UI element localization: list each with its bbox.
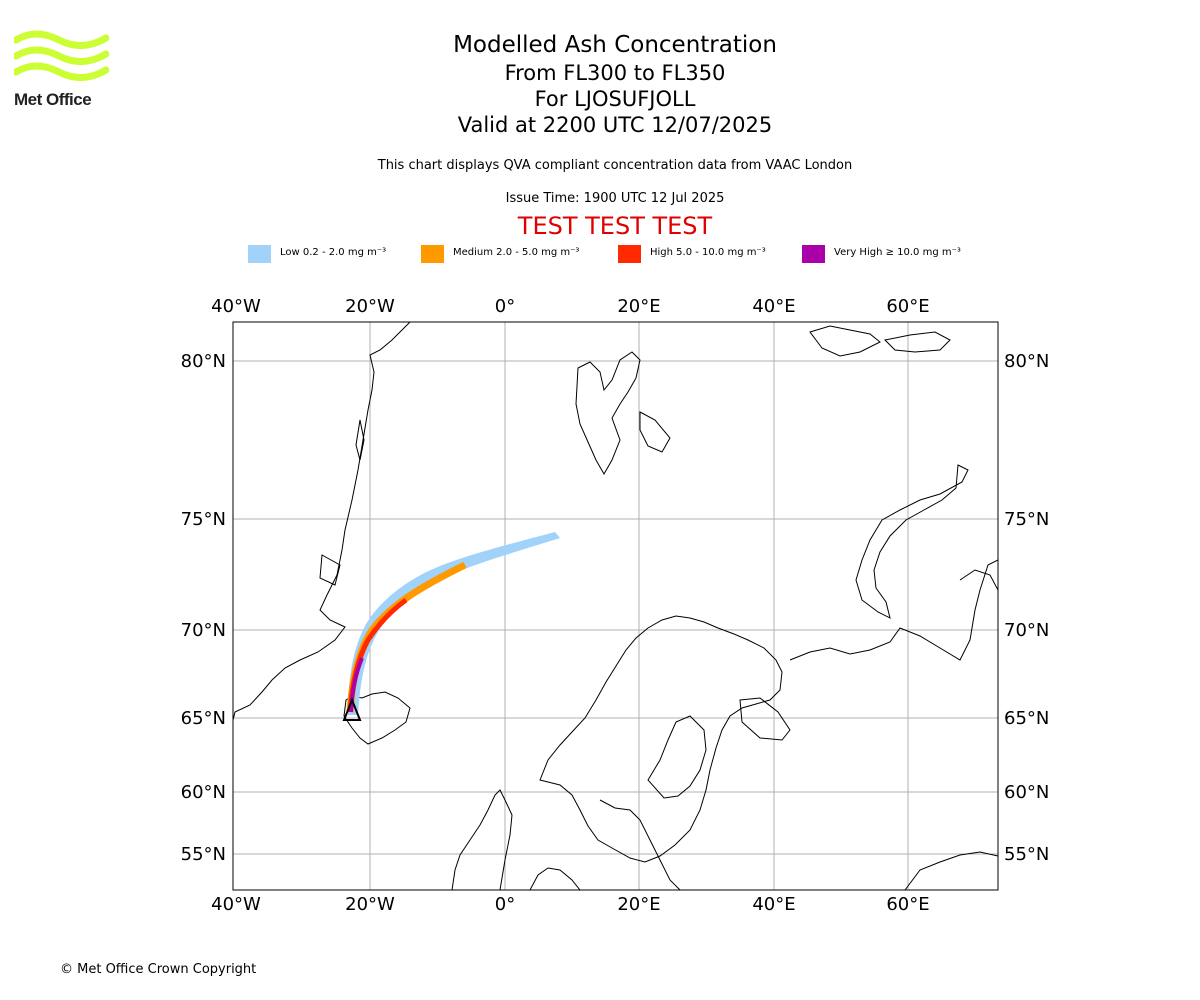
- copyright-text: © Met Office Crown Copyright: [60, 962, 257, 977]
- lon-labels-bottom: 40°W 20°W 0° 20°E 40°E 60°E: [211, 894, 929, 915]
- russia-south-coast: [904, 851, 998, 890]
- logo-text: Met Office: [14, 90, 92, 109]
- met-office-logo: Met Office: [12, 30, 110, 112]
- lat-labels-right: 80°N 75°N 70°N 65°N 60°N 55°N: [1004, 351, 1049, 865]
- lat-labels-left: 80°N 75°N 70°N 65°N 60°N 55°N: [181, 351, 226, 865]
- lon-label-20e-top: 20°E: [617, 296, 660, 317]
- greenland-inlet: [355, 419, 365, 461]
- lon-label-40w-top: 40°W: [211, 296, 261, 317]
- volcano-triangle-icon: [342, 697, 362, 721]
- lon-label-40e-bottom: 40°E: [752, 894, 795, 915]
- lat-label-75n-left: 75°N: [181, 509, 226, 530]
- lon-label-60e-top: 60°E: [886, 296, 929, 317]
- legend-swatch-medium: [421, 245, 444, 263]
- svalbard-coast: [575, 351, 641, 476]
- greenland-island: [319, 554, 341, 586]
- lat-label-80n-right: 80°N: [1004, 351, 1049, 372]
- lat-label-65n-right: 65°N: [1004, 708, 1049, 729]
- lon-label-20w-bottom: 20°W: [345, 894, 395, 915]
- page-title: Modelled Ash Concentration: [453, 32, 777, 58]
- white-sea: [739, 697, 791, 741]
- lon-label-40e-top: 40°E: [752, 296, 795, 317]
- map-frame: [232, 321, 999, 891]
- legend-swatch-very-high: [802, 245, 825, 263]
- legend-label-low: Low 0.2 - 2.0 mg m⁻³: [280, 247, 387, 258]
- iceland-coast: [343, 691, 411, 745]
- lat-label-55n-left: 55°N: [181, 844, 226, 865]
- lon-label-20e-bottom: 20°E: [617, 894, 660, 915]
- lat-label-60n-right: 60°N: [1004, 782, 1049, 803]
- svalbard-east: [639, 411, 671, 453]
- finland-outline: [647, 715, 707, 799]
- lat-label-60n-left: 60°N: [181, 782, 226, 803]
- plume-very-high: [349, 657, 364, 713]
- grid-lines: [233, 322, 998, 890]
- lon-label-20w-top: 20°W: [345, 296, 395, 317]
- legend-label-high: High 5.0 - 10.0 mg m⁻³: [650, 247, 766, 258]
- coastlines: [233, 322, 998, 890]
- lat-label-80n-left: 80°N: [181, 351, 226, 372]
- met-office-waves-icon: [12, 30, 110, 81]
- lat-label-75n-right: 75°N: [1004, 509, 1049, 530]
- ash-plume: [342, 532, 560, 721]
- lon-label-60e-bottom: 60°E: [886, 894, 929, 915]
- franz-josef-land: [809, 325, 881, 357]
- lat-label-70n-right: 70°N: [1004, 620, 1049, 641]
- north-sea-coast: [529, 867, 581, 890]
- yamal-coast: [959, 569, 998, 591]
- great-britain-coast: [451, 789, 513, 890]
- valid-time: Valid at 2200 UTC 12/07/2025: [457, 113, 773, 137]
- volcano-name: For LJOSUFJOLL: [534, 87, 696, 111]
- lat-label-55n-right: 55°N: [1004, 844, 1049, 865]
- legend-label-medium: Medium 2.0 - 5.0 mg m⁻³: [453, 247, 580, 258]
- lon-label-40w-bottom: 40°W: [211, 894, 261, 915]
- legend-label-very-high: Very High ≥ 10.0 mg m⁻³: [834, 247, 961, 258]
- lat-label-65n-left: 65°N: [181, 708, 226, 729]
- chart-titles: Modelled Ash Concentration From FL300 to…: [315, 30, 915, 138]
- baltic-coast: [599, 799, 681, 890]
- franz-josef-east: [883, 331, 951, 353]
- subtitle: This chart displays QVA compliant concen…: [377, 158, 853, 173]
- legend-swatch-high: [618, 245, 641, 263]
- test-banner: TEST TEST TEST: [517, 212, 713, 240]
- novaya-zemlya: [855, 464, 969, 619]
- greenland-coast: [233, 322, 411, 721]
- russia-arctic-coast: [789, 559, 998, 661]
- issue-time: Issue Time: 1900 UTC 12 Jul 2025: [505, 191, 725, 206]
- scandinavia-coast: [539, 615, 783, 863]
- lat-label-70n-left: 70°N: [181, 620, 226, 641]
- flight-levels: From FL300 to FL350: [504, 61, 726, 85]
- lon-labels-top: 40°W 20°W 0° 20°E 40°E 60°E: [211, 296, 929, 317]
- lon-label-0-bottom: 0°: [495, 894, 515, 915]
- lon-label-0-top: 0°: [495, 296, 515, 317]
- legend-swatch-low: [248, 245, 271, 263]
